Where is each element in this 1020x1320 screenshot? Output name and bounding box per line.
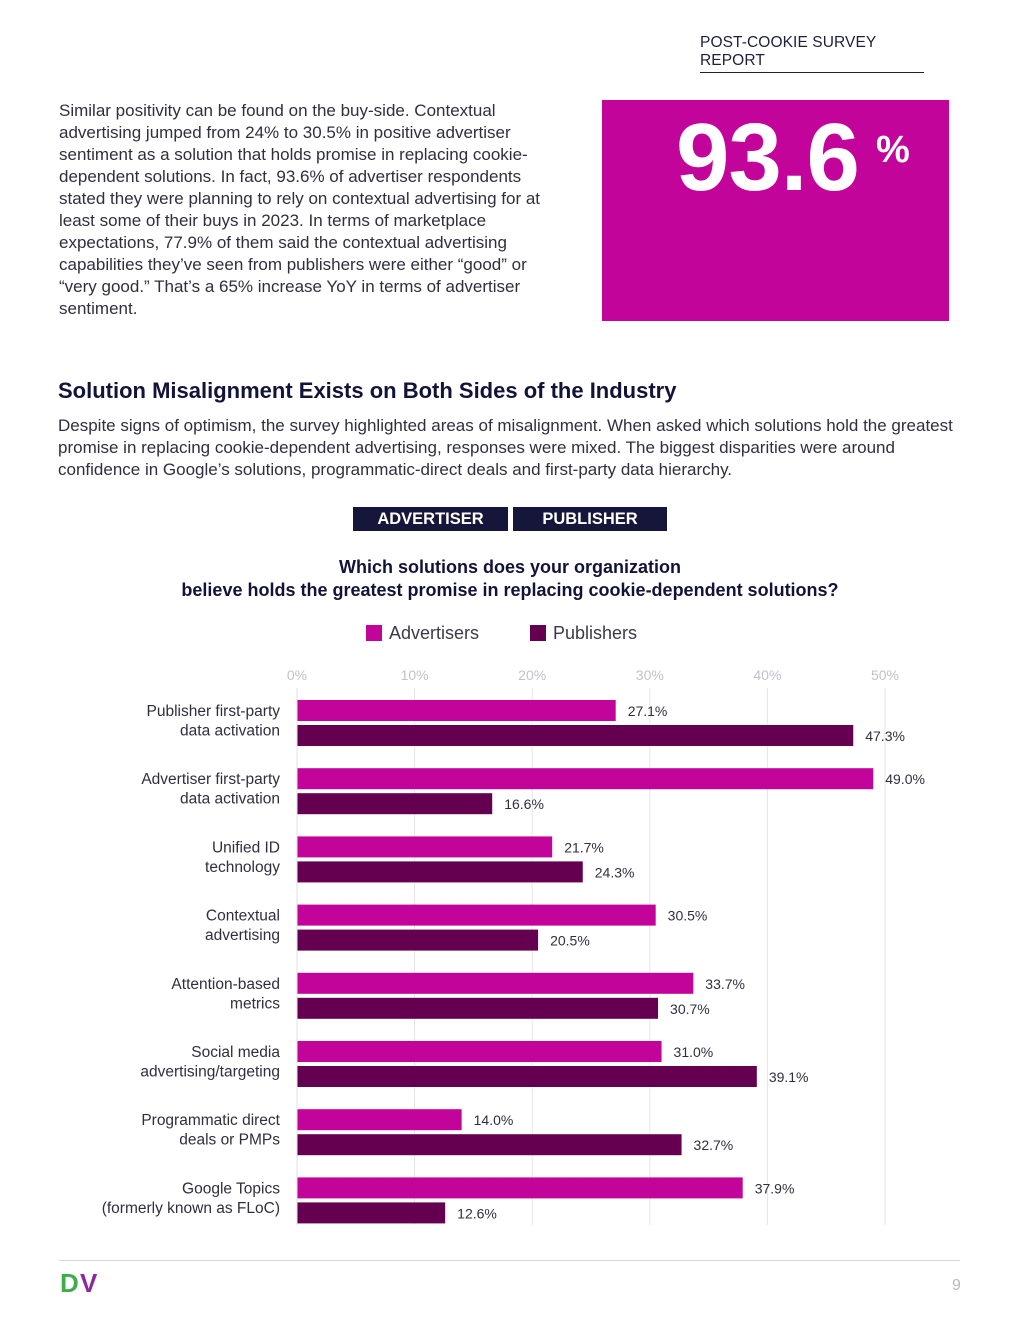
category-label-line: Advertiser first-party <box>141 771 280 788</box>
category-label: Google Topics (formerly known as FLoC) <box>102 1180 281 1217</box>
bar-publishers <box>297 1134 682 1156</box>
category-label-line: Unified ID <box>212 839 280 856</box>
stat-number: 93.6 <box>676 104 860 211</box>
bar-advertisers <box>297 1177 743 1199</box>
category-label-line: technology <box>205 859 280 876</box>
data-label: 47.3% <box>865 728 905 744</box>
x-tick-label: 50% <box>871 667 899 683</box>
category-label-line: metrics <box>230 995 280 1012</box>
data-label: 30.7% <box>670 1001 710 1017</box>
category-label-line: advertising/targeting <box>140 1064 280 1081</box>
category-label: Attention-based metrics <box>171 976 280 1013</box>
category-label-line: data activation <box>180 791 280 808</box>
bar-publishers <box>297 929 539 951</box>
legend-swatch-advertisers <box>366 625 382 641</box>
bar-advertisers <box>297 768 874 790</box>
footer-divider <box>59 1260 960 1261</box>
data-label: 24.3% <box>595 864 635 880</box>
data-label: 33.7% <box>705 976 745 992</box>
category-label: Contextual advertising <box>205 908 280 945</box>
logo-letter-v: V <box>80 1270 98 1296</box>
stat-callout-box <box>602 100 949 321</box>
legend-swatch-publishers <box>530 625 546 641</box>
category-label-line: advertising <box>205 927 280 944</box>
bar-chart: 0% 10% 20% 30% 40% 50% Publisher first-party da… <box>102 667 925 1225</box>
bar-advertisers <box>297 904 656 926</box>
section-body: Despite signs of optimism, the survey hi… <box>58 416 953 479</box>
category-label-line: Programmatic direct <box>141 1112 280 1129</box>
bar-publishers <box>297 725 854 746</box>
legend-label-publishers: Publishers <box>553 622 638 643</box>
chart-title: Which solutions does your organization b… <box>60 556 960 602</box>
data-label: 32.7% <box>694 1137 734 1153</box>
data-label: 37.9% <box>755 1180 795 1196</box>
category-label-line: Publisher first-party <box>146 703 280 720</box>
chart-title-line-2: believe holds the greatest promise in re… <box>181 580 839 600</box>
category-label-line: Attention-based <box>171 976 280 993</box>
bar-advertisers <box>297 836 553 858</box>
data-label: 27.1% <box>628 703 668 719</box>
category-label-line: (formerly known as FLoC) <box>102 1200 280 1217</box>
x-tick-label: 0% <box>287 667 307 683</box>
bar-advertisers <box>297 700 616 721</box>
category-label-line: Contextual <box>206 908 280 925</box>
tab-advertiser[interactable]: ADVERTISER <box>353 507 508 531</box>
bar-publishers <box>297 793 493 815</box>
bar-advertisers <box>297 972 694 994</box>
dv-logo: D V <box>60 1270 98 1296</box>
x-tick-label: 30% <box>636 667 664 683</box>
legend-label-advertisers: Advertisers <box>389 622 480 643</box>
x-tick-label: 40% <box>753 667 781 683</box>
tab-publisher[interactable]: PUBLISHER <box>513 507 667 531</box>
bar-publishers <box>297 997 659 1019</box>
report-tag: POST-COOKIE SURVEY REPORT <box>700 34 924 73</box>
x-tick-label: 10% <box>401 667 429 683</box>
logo-letter-d: D <box>60 1270 79 1296</box>
category-label: Unified ID technology <box>205 839 280 876</box>
bar-publishers <box>297 1202 446 1224</box>
page-number: 9 <box>952 1277 961 1294</box>
stat-percent-sign: % <box>876 129 910 171</box>
bar-publishers <box>297 1066 757 1087</box>
legend-publishers: Publishers <box>530 622 637 644</box>
category-label-line: deals or PMPs <box>179 1132 280 1149</box>
chart-title-line-1: Which solutions does your organization <box>338 557 681 577</box>
category-label: Advertiser first-party data activation <box>141 771 280 808</box>
data-label: 31.0% <box>674 1044 714 1060</box>
category-label-line: data activation <box>180 723 280 740</box>
category-label-line: Social media <box>191 1044 280 1061</box>
x-tick-label: 20% <box>518 667 546 683</box>
data-label: 30.5% <box>668 908 708 924</box>
data-label: 20.5% <box>550 933 590 949</box>
data-label: 21.7% <box>564 839 604 855</box>
bar-advertisers <box>297 1041 662 1062</box>
data-label: 39.1% <box>769 1069 809 1085</box>
section-title: Solution Misalignment Exists on Both Sid… <box>58 378 677 403</box>
intro-paragraph: Similar positivity can be found on the b… <box>59 101 541 318</box>
category-label-line: Google Topics <box>182 1180 280 1197</box>
data-label: 16.6% <box>504 796 544 812</box>
bar-advertisers <box>297 1109 462 1131</box>
category-label: Social media advertising/targeting <box>140 1044 280 1081</box>
category-label: Publisher first-party data activation <box>146 703 280 740</box>
data-label: 12.6% <box>457 1205 497 1221</box>
bar-publishers <box>297 861 583 883</box>
data-label: 14.0% <box>474 1112 514 1128</box>
category-label: Programmatic direct deals or PMPs <box>141 1112 280 1149</box>
legend-advertisers: Advertisers <box>366 622 479 644</box>
data-label: 49.0% <box>885 771 925 787</box>
